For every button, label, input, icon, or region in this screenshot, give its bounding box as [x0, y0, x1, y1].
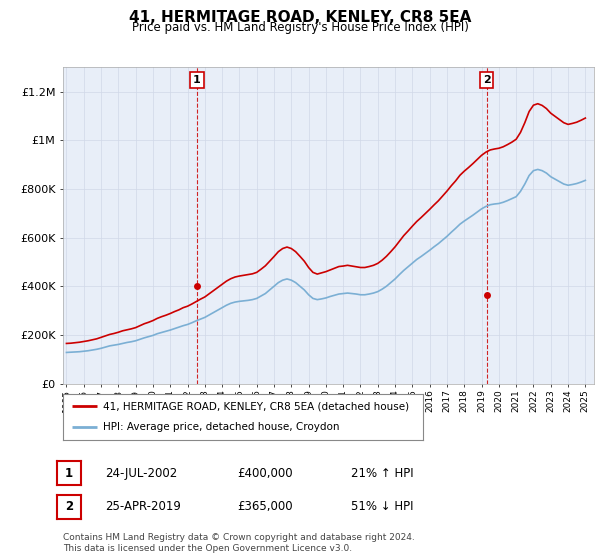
Text: 21% ↑ HPI: 21% ↑ HPI — [351, 466, 413, 480]
Text: 2: 2 — [483, 75, 491, 85]
Text: 1: 1 — [193, 75, 201, 85]
Text: 41, HERMITAGE ROAD, KENLEY, CR8 5EA (detached house): 41, HERMITAGE ROAD, KENLEY, CR8 5EA (det… — [103, 401, 409, 411]
Text: 41, HERMITAGE ROAD, KENLEY, CR8 5EA: 41, HERMITAGE ROAD, KENLEY, CR8 5EA — [129, 10, 471, 25]
Text: HPI: Average price, detached house, Croydon: HPI: Average price, detached house, Croy… — [103, 422, 339, 432]
Text: 24-JUL-2002: 24-JUL-2002 — [105, 466, 177, 480]
Text: 51% ↓ HPI: 51% ↓ HPI — [351, 500, 413, 514]
Text: Contains HM Land Registry data © Crown copyright and database right 2024.
This d: Contains HM Land Registry data © Crown c… — [63, 533, 415, 553]
Text: 1: 1 — [65, 466, 73, 480]
Text: 2: 2 — [65, 500, 73, 514]
Text: £365,000: £365,000 — [237, 500, 293, 514]
Text: £400,000: £400,000 — [237, 466, 293, 480]
Text: Price paid vs. HM Land Registry's House Price Index (HPI): Price paid vs. HM Land Registry's House … — [131, 21, 469, 34]
Text: 25-APR-2019: 25-APR-2019 — [105, 500, 181, 514]
